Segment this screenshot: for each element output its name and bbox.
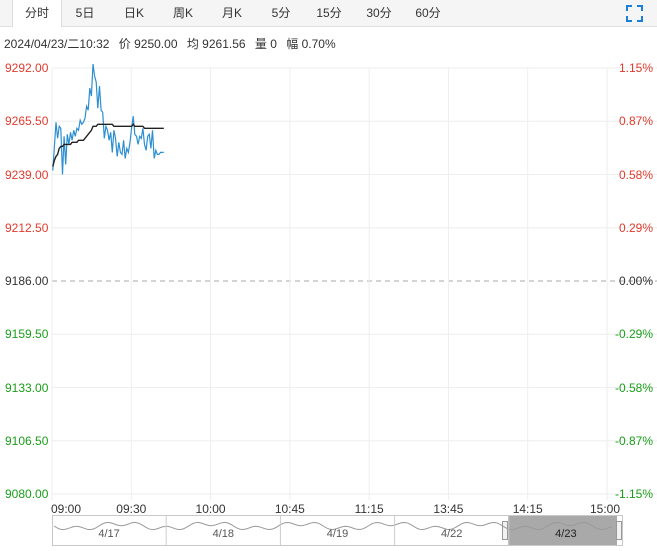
pct-axis-tick-label: -0.58% (614, 380, 653, 395)
fullscreen-icon[interactable] (626, 5, 643, 22)
y-axis-tick-label: 9265.50 (5, 114, 49, 129)
tab-15min[interactable]: 15分 (316, 6, 342, 20)
y-axis-tick-label: 9292.00 (5, 61, 49, 75)
tab-5min[interactable]: 5分 (271, 6, 291, 20)
tab-intraday[interactable]: 分时 (12, 0, 62, 27)
y-axis-tick-label: 9106.50 (5, 433, 49, 448)
navigator-date-label: 4/17 (98, 528, 120, 540)
navigator-date-label: 4/18 (212, 528, 235, 540)
x-axis-tick-label: 13:45 (433, 502, 464, 516)
pct-axis-tick-label: 0.00% (618, 274, 653, 288)
tab-daily-k[interactable]: 日K (123, 6, 144, 20)
tab-weekly-k[interactable]: 周K (172, 6, 193, 20)
navigator-selection[interactable] (508, 516, 617, 545)
pct-axis-tick-label: -1.15% (614, 487, 653, 501)
pct-axis-tick-label: 1.15% (618, 61, 653, 75)
pct-axis-tick-label: 0.58% (618, 167, 653, 182)
y-axis-tick-label: 9159.50 (5, 327, 49, 342)
tab-30min[interactable]: 30分 (366, 6, 392, 20)
quote-info-bar: 2024/04/23/二10:32 价 9250.00 均 9261.56 量 … (4, 35, 342, 52)
x-axis-tick-label: 11:15 (354, 502, 384, 516)
y-axis-tick-label: 9186.00 (5, 274, 49, 288)
quote-volume: 量 0 (254, 37, 277, 51)
x-axis-tick-label: 10:00 (195, 502, 226, 516)
pct-axis-tick-label: -0.87% (614, 433, 653, 448)
x-axis-tick-label: 10:45 (274, 502, 305, 516)
navigator-right-handle[interactable] (616, 521, 622, 540)
navigator-date-label: 4/19 (326, 528, 349, 540)
x-axis-tick-label: 09:00 (50, 502, 82, 516)
y-axis-tick-label: 9212.50 (5, 220, 49, 235)
navigator-date-label: 4/22 (440, 528, 463, 540)
pct-axis-tick-label: 0.29% (618, 220, 653, 235)
y-axis-tick-label: 9080.00 (5, 487, 49, 501)
quote-average: 均 9261.56 (186, 37, 246, 51)
period-tab-bar: 分时 5日 日K 周K 月K 5分 15分 30分 60分 (0, 0, 657, 27)
quote-datetime: 2024/04/23/二10:32 (4, 37, 110, 51)
y-axis-tick-label: 9239.00 (5, 167, 49, 182)
navigator-date-label: 4/23 (555, 528, 577, 540)
price-line (52, 63, 164, 175)
x-axis-tick-label: 14:15 (512, 502, 543, 516)
x-axis-tick-label: 15:00 (589, 502, 621, 516)
navigator-left-handle[interactable] (502, 521, 508, 540)
tab-monthly-k[interactable]: 月K (221, 6, 242, 20)
range-navigator[interactable] (52, 515, 623, 546)
tab-60min[interactable]: 60分 (415, 6, 441, 20)
quote-price: 价 9250.00 (118, 37, 178, 51)
y-axis-tick-label: 9133.00 (5, 380, 49, 395)
quote-amplitude: 幅 0.70% (286, 37, 336, 51)
x-axis-tick-label: 09:30 (116, 502, 147, 516)
average-line (52, 123, 164, 167)
tab-5day[interactable]: 5日 (75, 6, 95, 20)
pct-axis-tick-label: -0.29% (614, 327, 653, 342)
pct-axis-tick-label: 0.87% (618, 114, 653, 129)
